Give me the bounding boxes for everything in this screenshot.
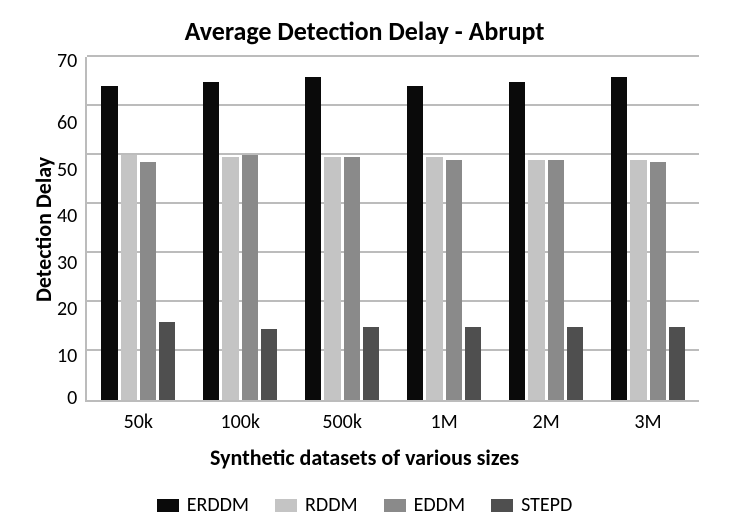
bar-group	[495, 57, 597, 400]
y-axis-ticks: 706050403020100	[57, 57, 85, 402]
bar-group	[87, 57, 189, 400]
legend-label: RDDM	[305, 493, 358, 517]
bar	[140, 162, 156, 400]
y-axis-label: Detection Delay	[30, 57, 57, 402]
chart-title: Average Detection Delay - Abrupt	[30, 15, 699, 47]
x-tick: 1M	[393, 402, 495, 434]
bar-group	[291, 57, 393, 400]
legend-label: STEPD	[521, 493, 572, 517]
bar	[650, 162, 666, 400]
bar-groups	[87, 57, 699, 400]
y-tick: 40	[57, 206, 77, 226]
chart-container: Average Detection Delay - Abrupt Detecti…	[0, 0, 729, 523]
x-tick: 50k	[87, 402, 189, 434]
legend-swatch	[491, 499, 513, 512]
y-tick: 0	[67, 388, 77, 408]
bar	[407, 86, 423, 400]
bar-group	[393, 57, 495, 400]
plot-area	[85, 57, 699, 402]
bar	[567, 327, 583, 401]
y-tick: 70	[57, 51, 77, 71]
bar	[465, 327, 481, 401]
x-axis-ticks: 50k100k500k1M2M3M	[87, 402, 699, 434]
bar	[528, 160, 544, 400]
bar	[242, 155, 258, 400]
bar	[669, 327, 685, 401]
bar	[509, 82, 525, 400]
bar	[363, 327, 379, 401]
y-tick: 50	[57, 160, 77, 180]
legend: ERDDM RDDM EDDM STEPD	[30, 493, 699, 517]
x-tick: 100k	[189, 402, 291, 434]
legend-swatch	[384, 499, 406, 512]
bar	[203, 82, 219, 400]
legend-item: EDDM	[384, 493, 465, 517]
x-axis-label: Synthetic datasets of various sizes	[30, 444, 699, 471]
legend-label: EDDM	[414, 493, 465, 517]
bar	[446, 160, 462, 400]
x-axis-ticks-row: 50k100k500k1M2M3M	[30, 402, 699, 434]
bar	[159, 322, 175, 400]
y-tick: 20	[57, 299, 77, 319]
bar	[324, 157, 340, 400]
legend-item: ERDDM	[157, 493, 249, 517]
bar	[630, 160, 646, 400]
x-axis-spacer	[30, 402, 87, 434]
y-tick: 30	[57, 253, 77, 273]
plot-wrap: Detection Delay 706050403020100	[30, 57, 699, 402]
x-tick: 3M	[597, 402, 699, 434]
legend-swatch	[157, 499, 179, 512]
bar	[101, 86, 117, 400]
y-tick: 60	[57, 113, 77, 133]
bar	[344, 157, 360, 400]
x-tick: 2M	[495, 402, 597, 434]
legend-swatch	[275, 499, 297, 512]
legend-item: RDDM	[275, 493, 358, 517]
legend-item: STEPD	[491, 493, 572, 517]
x-tick: 500k	[291, 402, 393, 434]
bar	[611, 77, 627, 400]
y-tick: 10	[57, 346, 77, 366]
bar	[305, 77, 321, 400]
bar-group	[597, 57, 699, 400]
legend-label: ERDDM	[187, 493, 249, 517]
bar	[548, 160, 564, 400]
bar	[261, 329, 277, 400]
bar-group	[189, 57, 291, 400]
bar	[426, 157, 442, 400]
bar	[121, 155, 137, 400]
bar	[222, 157, 238, 400]
